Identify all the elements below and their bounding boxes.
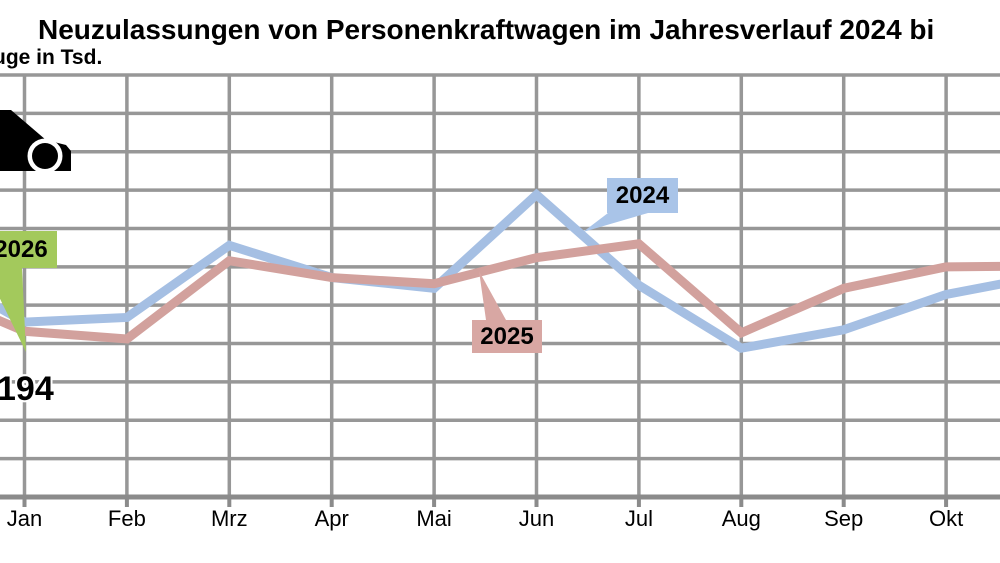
data-label-jan-2026: 194	[0, 370, 54, 408]
car-icon	[0, 110, 71, 174]
callout-2025-pointer	[479, 271, 506, 320]
x-tick-label-mrz: Mrz	[210, 506, 248, 531]
line-2025	[0, 239, 1000, 344]
x-tick-label-apr: Apr	[314, 506, 349, 531]
y-axis-unit-label: uge in Tsd.	[0, 46, 103, 69]
line-2024	[0, 188, 1000, 353]
chart-title: Neuzulassungen von Personenkraftwagen im…	[38, 14, 935, 45]
x-tick-label-aug: Aug	[721, 506, 761, 531]
x-tick-label-jan: Jan	[6, 506, 43, 531]
x-tick-label-jul: Jul	[624, 506, 653, 531]
x-tick-label-mai: Mai	[416, 506, 452, 531]
x-tick-label-sep: Sep	[824, 506, 864, 531]
x-axis-ticks	[22, 497, 949, 507]
callout-2026-pointer	[0, 268, 26, 352]
x-tick-label-feb: Feb	[107, 506, 146, 531]
series-lines	[0, 188, 1000, 353]
x-tick-label-okt: Okt	[928, 506, 964, 531]
series-label-2026: 2026	[0, 231, 57, 268]
x-tick-label-jun: Jun	[518, 506, 555, 531]
callout-2024-pointer	[583, 213, 648, 232]
series-label-2024: 2024	[607, 178, 678, 213]
series-label-2025: 2025	[472, 320, 542, 353]
